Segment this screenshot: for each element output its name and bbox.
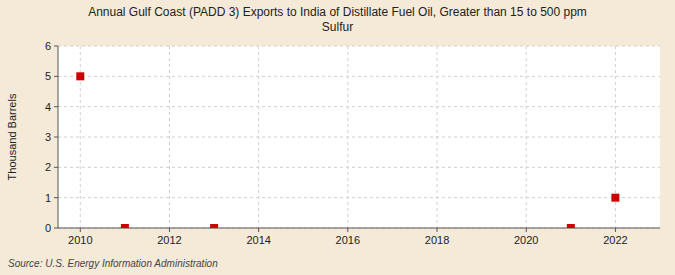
y-tick	[54, 137, 58, 138]
plot-background	[58, 46, 660, 228]
data-point	[611, 194, 619, 202]
y-tick-label: 4	[45, 101, 51, 113]
y-tick	[54, 46, 58, 47]
y-tick-label: 0	[45, 222, 51, 234]
y-grid-line	[58, 46, 660, 47]
data-point	[121, 224, 129, 228]
y-axis-label: Thousand Barrels	[6, 93, 18, 180]
x-tick-label: 2018	[425, 234, 449, 246]
y-tick-label: 2	[45, 161, 51, 173]
x-tick-label: 2016	[336, 234, 360, 246]
y-grid-line	[58, 167, 660, 168]
chart-title-line: Annual Gulf Coast (PADD 3) Exports to In…	[88, 5, 587, 19]
chart-title: Annual Gulf Coast (PADD 3) Exports to In…	[88, 5, 587, 34]
data-points	[76, 72, 619, 228]
y-tick	[54, 76, 58, 77]
x-tick	[526, 228, 527, 232]
chart-title-line: Sulfur	[322, 20, 353, 34]
y-axis-line	[58, 46, 59, 228]
x-grid-line	[169, 46, 170, 228]
x-tick	[169, 228, 170, 232]
y-grid-line	[58, 137, 660, 138]
x-tick	[615, 228, 616, 232]
axes: 2010 2012 2014 2016 2018 2020 2022 0 1 2 3 4 5 6	[45, 40, 660, 246]
grid	[58, 46, 660, 228]
chart-container: 2010 2012 2014 2016 2018 2020 2022 0 1 2 3 4 5 6 Annua…	[0, 0, 675, 275]
x-tick	[80, 228, 81, 232]
y-tick-label: 5	[45, 70, 51, 82]
y-tick-label: 3	[45, 131, 51, 143]
x-tick-label: 2010	[68, 234, 92, 246]
x-tick-label: 2022	[603, 234, 627, 246]
y-tick-label: 6	[45, 40, 51, 52]
x-tick-label: 2012	[157, 234, 181, 246]
x-tick	[258, 228, 259, 232]
data-point	[76, 72, 84, 80]
y-grid-line	[58, 106, 660, 107]
y-tick	[54, 228, 58, 229]
source-note: Source: U.S. Energy Information Administ…	[8, 258, 218, 269]
x-tick-label: 2014	[246, 234, 270, 246]
data-point	[210, 224, 218, 228]
y-tick	[54, 167, 58, 168]
y-grid-line	[58, 76, 660, 77]
y-tick-label: 1	[45, 192, 51, 204]
x-tick	[437, 228, 438, 232]
y-grid-line	[58, 197, 660, 198]
x-tick	[347, 228, 348, 232]
y-tick	[54, 106, 58, 107]
x-tick-label: 2020	[514, 234, 538, 246]
data-point	[567, 224, 575, 228]
y-tick	[54, 197, 58, 198]
chart-svg: 2010 2012 2014 2016 2018 2020 2022 0 1 2 3 4 5 6 Annua…	[0, 0, 675, 275]
